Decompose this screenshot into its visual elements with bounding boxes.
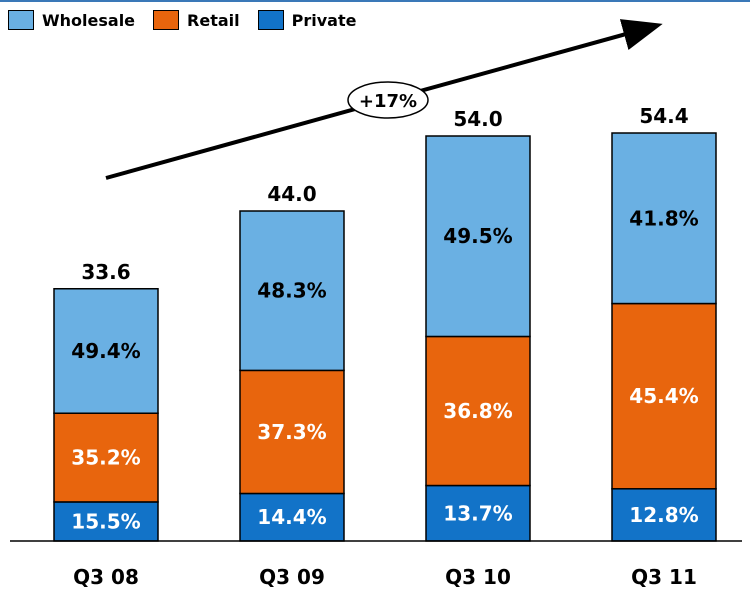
bar-segment-wholesale-q3-11: [611, 132, 717, 305]
segment-label-private-q3-11: 12.8%: [629, 503, 698, 527]
total-label-q3-10: 54.0: [453, 107, 502, 131]
legend-swatch-private: [257, 10, 284, 30]
x-tick-label-q3-09: Q3 09: [259, 565, 325, 589]
bar-segment-retail-q3-09: [239, 369, 345, 495]
legend-label-wholesale: Wholesale: [42, 10, 136, 30]
legend: Wholesale Retail Private: [8, 10, 374, 30]
legend-label-private: Private: [291, 10, 357, 30]
bar-segment-retail-q3-08: [53, 412, 159, 503]
segment-label-retail-q3-09: 37.3%: [257, 420, 326, 444]
legend-item-wholesale: Wholesale: [8, 10, 135, 30]
legend-swatch-wholesale: [8, 10, 34, 30]
x-tick-label-q3-11: Q3 11: [631, 565, 697, 589]
legend-swatch-retail: [153, 10, 180, 30]
segment-label-retail-q3-08: 35.2%: [71, 446, 140, 470]
segment-label-wholesale-q3-08: 49.4%: [71, 339, 140, 363]
bar-segment-wholesale-q3-10: [425, 135, 531, 338]
bar-segment-retail-q3-10: [425, 335, 531, 487]
segment-label-wholesale-q3-09: 48.3%: [257, 279, 326, 303]
legend-item-private: Private: [257, 10, 357, 30]
bar-segment-wholesale-q3-08: [53, 287, 159, 414]
total-label-q3-09: 44.0: [267, 182, 316, 206]
bar-segment-wholesale-q3-09: [239, 210, 345, 372]
segment-label-private-q3-10: 13.7%: [443, 501, 512, 525]
total-label-q3-08: 33.6: [81, 260, 130, 284]
segment-label-wholesale-q3-11: 41.8%: [629, 206, 698, 230]
bar-segment-retail-q3-11: [611, 302, 717, 490]
segment-label-private-q3-08: 15.5%: [71, 509, 140, 533]
growth-annotation: +17%: [105, 19, 663, 180]
x-tick-label-q3-08: Q3 08: [73, 565, 139, 589]
segment-label-retail-q3-11: 45.4%: [629, 384, 698, 408]
growth-label: +17%: [359, 91, 417, 112]
total-label-q3-11: 54.4: [639, 104, 688, 128]
growth-label-ellipse: [347, 81, 429, 119]
legend-label-retail: Retail: [187, 10, 240, 30]
segment-label-private-q3-09: 14.4%: [257, 505, 326, 529]
segment-label-wholesale-q3-10: 49.5%: [443, 224, 512, 248]
bar-segment-private-q3-09: [239, 492, 345, 542]
x-tick-label-q3-10: Q3 10: [445, 565, 511, 589]
top-border-line: [0, 0, 750, 2]
legend-item-retail: Retail: [153, 10, 240, 30]
segment-label-retail-q3-10: 36.8%: [443, 399, 512, 423]
